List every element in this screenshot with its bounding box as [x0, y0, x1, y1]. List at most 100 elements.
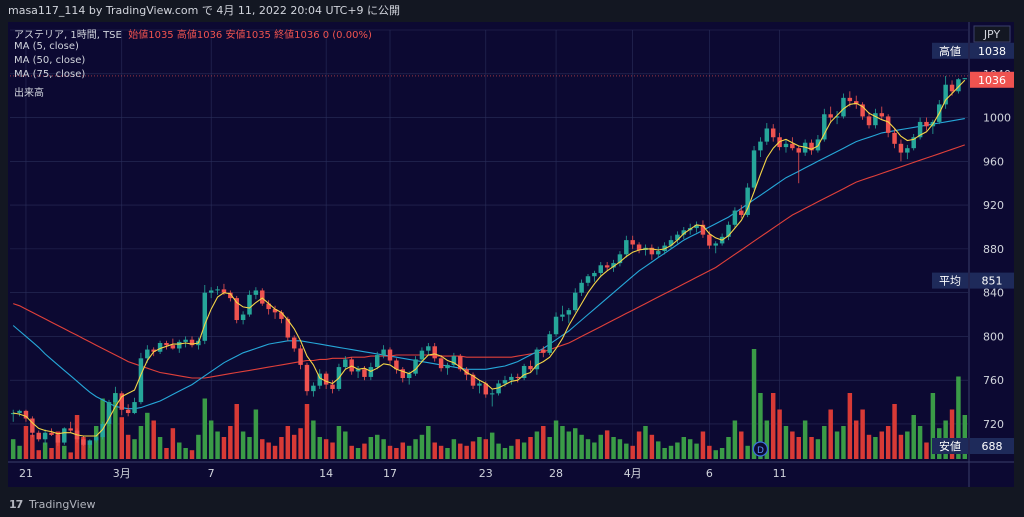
volume-bar — [885, 426, 891, 459]
legend-ma5[interactable]: MA (5, close) — [14, 41, 79, 52]
candle-body — [445, 364, 450, 369]
candle-body — [355, 369, 361, 372]
volume-bar — [419, 434, 425, 459]
volume-bar — [177, 442, 182, 459]
volume-bar — [394, 448, 399, 459]
volume-bar — [477, 437, 482, 459]
legend-ma75[interactable]: MA (75, close) — [14, 69, 86, 80]
candle-body — [681, 230, 687, 235]
volume-bar — [260, 439, 265, 459]
volume-bar — [266, 442, 271, 459]
candle-body — [291, 337, 297, 349]
dividend-marker-icon[interactable] — [752, 441, 769, 457]
candle-body — [323, 373, 329, 385]
volume-bar — [930, 393, 936, 459]
price-chart[interactable]: 720760800840880920960100010401080213月714… — [8, 22, 1014, 487]
avg-label-box — [932, 272, 968, 289]
candle-body — [611, 263, 616, 268]
y-tick-label: 1000 — [983, 112, 1011, 125]
volume-bar — [253, 409, 259, 459]
x-tick-label: 11 — [773, 467, 787, 480]
currency-box[interactable] — [973, 25, 1011, 43]
candle-body — [419, 350, 425, 360]
candle-body — [477, 383, 482, 386]
volume-bar — [675, 442, 680, 459]
candle-body — [892, 132, 897, 144]
candle-body — [726, 224, 731, 237]
volume-bar — [700, 431, 706, 459]
candle-body — [515, 376, 520, 379]
volume-bar — [170, 428, 176, 459]
candle-body — [534, 349, 540, 370]
volume-bar — [719, 448, 725, 459]
candle-body — [758, 141, 763, 151]
volume-bar — [132, 439, 137, 459]
candle-body — [898, 143, 904, 153]
volume-bar — [853, 420, 859, 459]
candle-body — [470, 374, 476, 386]
volume-bar — [528, 437, 533, 459]
x-tick-label: 7 — [208, 467, 215, 480]
volume-bar — [196, 434, 201, 459]
volume-bar — [298, 428, 303, 459]
volume-bar — [138, 426, 144, 459]
volume-bar — [400, 442, 406, 459]
candle-body — [36, 432, 41, 440]
candle-body — [362, 369, 367, 377]
volume-bar — [585, 439, 591, 459]
volume-bar — [323, 439, 329, 459]
low-label: 安値 — [939, 439, 961, 453]
candle-body — [956, 79, 961, 92]
candle-body — [828, 114, 833, 118]
volume-bar — [770, 393, 776, 459]
candle-body — [656, 251, 661, 255]
volume-bar — [758, 393, 763, 459]
volume-bar — [687, 439, 693, 459]
volume-bar — [10, 439, 16, 459]
candle-body — [266, 303, 271, 310]
chart-frame[interactable]: 720760800840880920960100010401080213月714… — [8, 22, 1014, 487]
candle-body — [560, 314, 565, 317]
low-value-box — [970, 438, 1014, 454]
volume-bar — [681, 437, 687, 459]
candle-body — [879, 113, 885, 117]
x-tick-label: 28 — [549, 467, 563, 480]
candle-body — [873, 113, 878, 126]
candle-body — [707, 234, 712, 246]
candle-body — [215, 289, 220, 291]
candle-body — [62, 428, 67, 443]
volume-bar — [272, 445, 278, 459]
volume-bar — [119, 417, 125, 459]
high-label: 高値 — [939, 44, 961, 58]
footer-brand: TradingView — [29, 498, 96, 511]
candle-body — [572, 292, 578, 311]
volume-bar — [873, 437, 878, 459]
candle-body — [502, 380, 508, 384]
volume-bar — [374, 434, 380, 459]
volume-bar — [541, 426, 546, 459]
candle-body — [949, 84, 955, 92]
volume-bar — [898, 434, 904, 459]
candle-body — [905, 148, 910, 153]
candle-body — [317, 373, 322, 386]
candle-body — [55, 434, 61, 443]
high-value: 1038 — [978, 45, 1006, 58]
volume-bar — [157, 437, 163, 459]
ma75-line — [13, 144, 965, 379]
volume-bar — [879, 431, 885, 459]
legend-volume[interactable]: 出来高 — [14, 88, 44, 99]
candle-body — [240, 314, 246, 321]
volume-bar — [23, 426, 29, 459]
volume-bar — [956, 376, 961, 459]
volume-bar — [62, 445, 67, 459]
volume-bar — [726, 437, 731, 459]
candle-body — [49, 432, 54, 435]
volume-bar — [458, 443, 463, 459]
candle-body — [81, 439, 86, 445]
volume-bar — [17, 445, 22, 459]
candle-body — [285, 318, 291, 338]
legend-ma50[interactable]: MA (50, close) — [14, 55, 86, 66]
candle-body — [100, 423, 105, 438]
candle-body — [406, 373, 412, 379]
candle-body — [202, 292, 208, 341]
